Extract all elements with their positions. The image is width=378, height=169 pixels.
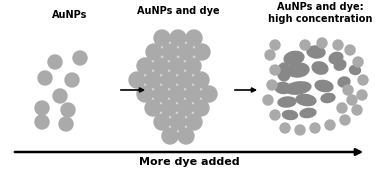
- Text: AuNPs: AuNPs: [52, 10, 87, 20]
- Circle shape: [153, 86, 169, 102]
- Ellipse shape: [278, 97, 296, 107]
- Ellipse shape: [296, 94, 316, 106]
- Circle shape: [193, 100, 209, 116]
- Circle shape: [345, 45, 355, 55]
- Circle shape: [53, 89, 67, 103]
- Ellipse shape: [285, 82, 311, 94]
- Text: AuNPs and dye:
high concentration: AuNPs and dye: high concentration: [268, 2, 372, 24]
- Circle shape: [265, 50, 275, 60]
- Text: More dye added: More dye added: [139, 157, 239, 167]
- Circle shape: [317, 38, 327, 48]
- Circle shape: [129, 72, 145, 88]
- Circle shape: [59, 117, 73, 131]
- Circle shape: [170, 30, 186, 46]
- Circle shape: [353, 57, 363, 67]
- Circle shape: [162, 128, 178, 144]
- Circle shape: [186, 114, 202, 130]
- Circle shape: [161, 100, 177, 116]
- Circle shape: [137, 58, 153, 74]
- Circle shape: [270, 65, 280, 75]
- Ellipse shape: [275, 82, 291, 93]
- Ellipse shape: [315, 80, 333, 92]
- Circle shape: [153, 58, 169, 74]
- Circle shape: [38, 71, 52, 85]
- Ellipse shape: [334, 60, 346, 70]
- Circle shape: [340, 115, 350, 125]
- Ellipse shape: [287, 63, 309, 77]
- Circle shape: [48, 55, 62, 69]
- Circle shape: [146, 44, 162, 60]
- Circle shape: [61, 103, 75, 117]
- Circle shape: [145, 100, 161, 116]
- Ellipse shape: [277, 63, 291, 81]
- Circle shape: [280, 123, 290, 133]
- Circle shape: [185, 58, 201, 74]
- Ellipse shape: [307, 46, 325, 58]
- Circle shape: [295, 125, 305, 135]
- Circle shape: [310, 123, 320, 133]
- Ellipse shape: [329, 52, 343, 64]
- Circle shape: [137, 86, 153, 102]
- Circle shape: [337, 103, 347, 113]
- Circle shape: [358, 75, 368, 85]
- Circle shape: [352, 105, 362, 115]
- Circle shape: [162, 44, 178, 60]
- Circle shape: [154, 30, 170, 46]
- Circle shape: [270, 40, 280, 50]
- Circle shape: [343, 85, 353, 95]
- Ellipse shape: [282, 111, 297, 119]
- Circle shape: [325, 120, 335, 130]
- Circle shape: [65, 73, 79, 87]
- Ellipse shape: [321, 93, 335, 103]
- Ellipse shape: [300, 108, 316, 118]
- Circle shape: [177, 100, 193, 116]
- Circle shape: [263, 95, 273, 105]
- Circle shape: [270, 110, 280, 120]
- Circle shape: [194, 44, 210, 60]
- Circle shape: [170, 114, 186, 130]
- Ellipse shape: [284, 51, 304, 65]
- Circle shape: [267, 80, 277, 90]
- Ellipse shape: [312, 62, 328, 74]
- Ellipse shape: [350, 65, 361, 75]
- Circle shape: [73, 51, 87, 65]
- Circle shape: [169, 86, 185, 102]
- Circle shape: [300, 40, 310, 50]
- Circle shape: [154, 114, 170, 130]
- Text: AuNPs and dye: AuNPs and dye: [137, 6, 219, 16]
- Circle shape: [177, 72, 193, 88]
- Circle shape: [347, 95, 357, 105]
- Circle shape: [185, 86, 201, 102]
- Circle shape: [178, 44, 194, 60]
- Circle shape: [193, 72, 209, 88]
- Circle shape: [145, 72, 161, 88]
- Circle shape: [35, 101, 49, 115]
- Circle shape: [161, 72, 177, 88]
- Circle shape: [201, 86, 217, 102]
- Circle shape: [333, 40, 343, 50]
- Ellipse shape: [338, 77, 350, 87]
- Circle shape: [35, 115, 49, 129]
- Circle shape: [357, 90, 367, 100]
- Circle shape: [178, 128, 194, 144]
- Circle shape: [186, 30, 202, 46]
- Circle shape: [169, 58, 185, 74]
